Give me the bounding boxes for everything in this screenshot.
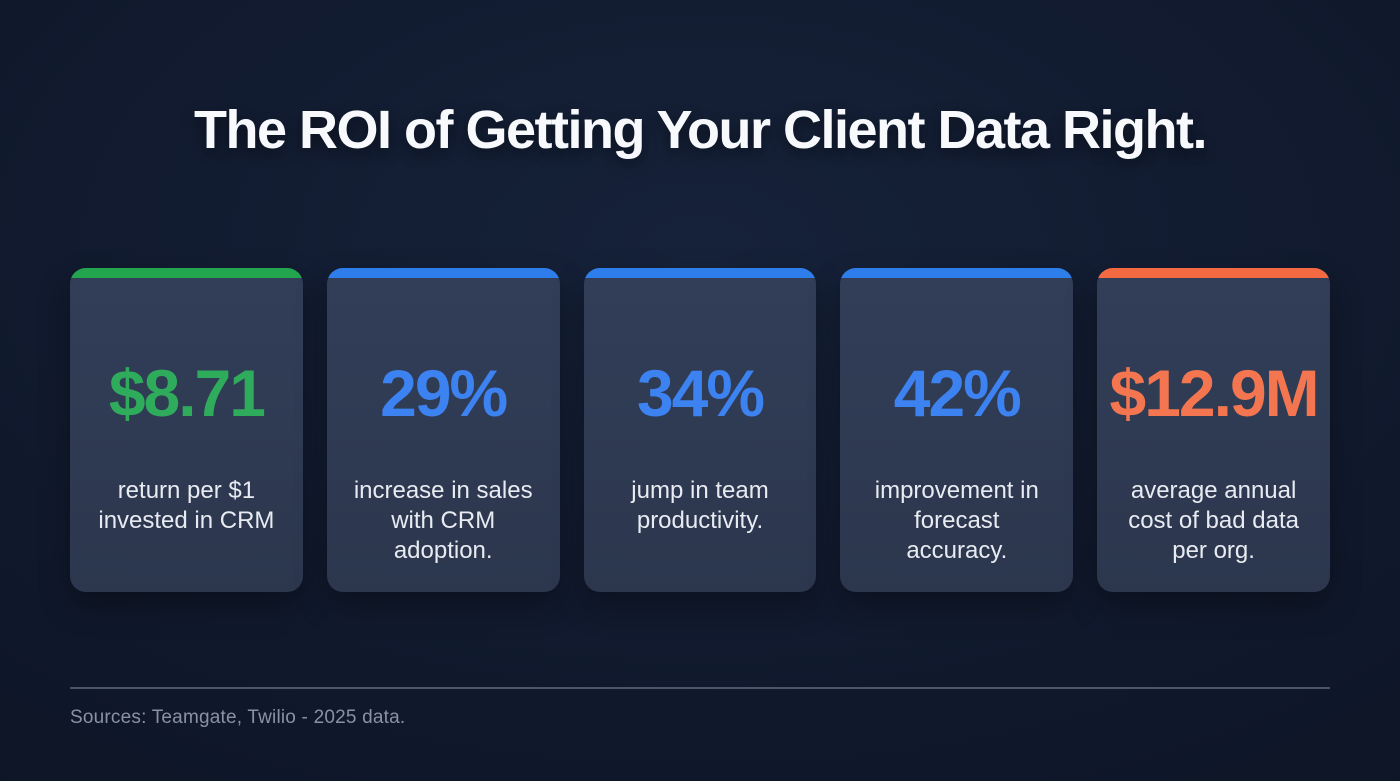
- stat-description: increase in sales with CRM adoption.: [353, 477, 533, 564]
- stat-value: 34%: [636, 356, 765, 430]
- stat-description: jump in team productivity.: [631, 477, 769, 534]
- footer: Sources: Teamgate, Twilio - 2025 data.: [70, 687, 1330, 729]
- card-accent-bar: [840, 268, 1074, 278]
- divider: [70, 687, 1330, 689]
- stat-description: return per $1 invested in CRM: [98, 477, 275, 534]
- stat-card: $12.9M average annual cost of bad data p…: [1097, 268, 1330, 592]
- stat-card: 34% jump in team productivity.: [583, 268, 817, 592]
- stat-value: $12.9M: [1109, 356, 1320, 430]
- card-accent-bar: [583, 268, 817, 278]
- stat-description: improvement in forecast accuracy.: [874, 477, 1039, 564]
- page-title: The ROI of Getting Your Client Data Righ…: [194, 100, 1208, 160]
- card-accent-bar: [70, 268, 303, 278]
- stat-value: $8.71: [108, 356, 266, 430]
- stat-value: 29%: [380, 356, 508, 430]
- stat-card: 29% increase in sales with CRM adoption.: [326, 268, 560, 592]
- card-accent-bar: [1097, 268, 1330, 278]
- stat-card: 42% improvement in forecast accuracy.: [840, 268, 1074, 592]
- stat-description: average annual cost of bad data per org.: [1128, 477, 1299, 564]
- card-accent-bar: [326, 268, 560, 278]
- stat-cards-row: $8.71 return per $1 invested in CRM 29% …: [70, 268, 1330, 592]
- stat-value: 42%: [893, 356, 1022, 430]
- sources-text: Sources: Teamgate, Twilio - 2025 data.: [70, 707, 406, 728]
- stat-card: $8.71 return per $1 invested in CRM: [70, 268, 303, 592]
